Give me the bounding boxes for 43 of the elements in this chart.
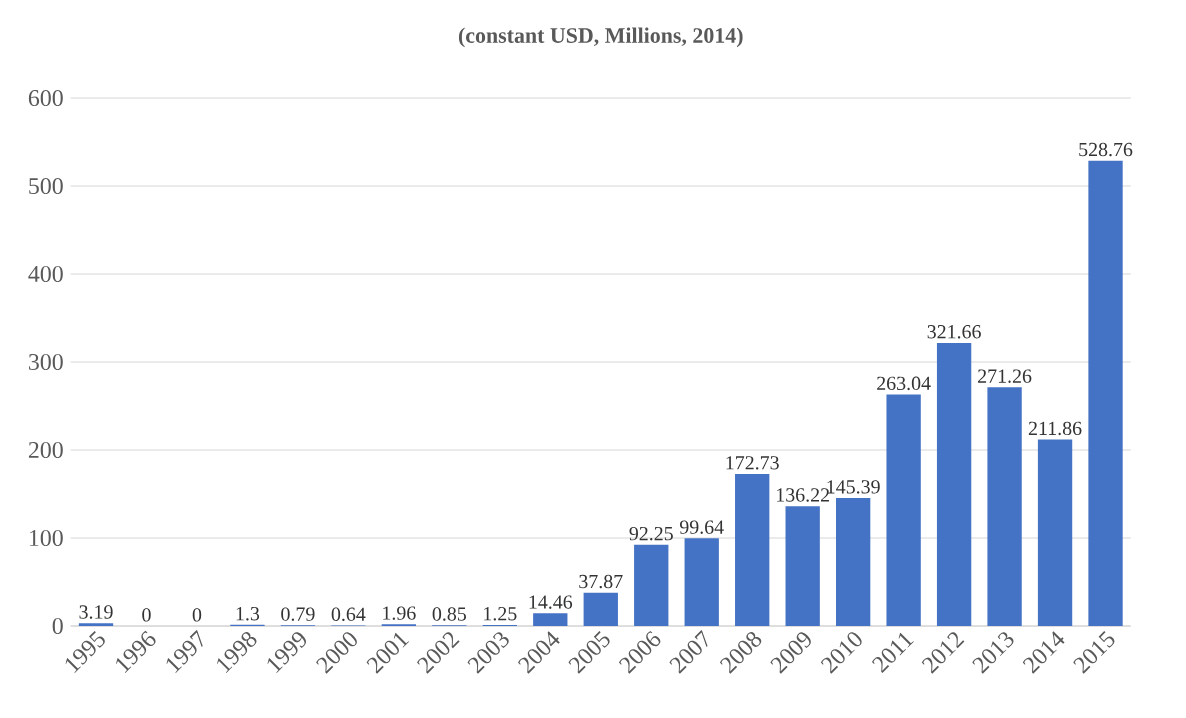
- bar: [583, 592, 618, 626]
- data-label: 0: [192, 608, 202, 622]
- y-tick-label: 600: [28, 89, 63, 107]
- data-label: 211.86: [1028, 421, 1082, 436]
- data-label: 263.04: [877, 376, 931, 391]
- data-label: 0.79: [281, 607, 315, 621]
- bar: [987, 387, 1022, 626]
- data-label: 528.76: [1079, 142, 1133, 157]
- y-tick-label: 0: [52, 617, 63, 635]
- bar: [1088, 160, 1123, 626]
- data-label: 0.85: [432, 607, 466, 621]
- x-tick-label: 2011: [871, 632, 914, 674]
- bar: [78, 623, 114, 626]
- data-label: 271.26: [978, 369, 1032, 383]
- data-label: 37.87: [579, 574, 623, 589]
- y-tick-label: 200: [28, 441, 63, 459]
- bar: [835, 498, 871, 626]
- data-label: 14.46: [529, 595, 573, 609]
- data-label: 99.64: [679, 520, 724, 534]
- y-tick-label: 400: [28, 265, 63, 283]
- bar: [735, 474, 770, 626]
- bar: [533, 613, 568, 626]
- bar: [886, 394, 921, 626]
- y-tick-label: 300: [29, 353, 63, 371]
- bar: [684, 538, 719, 626]
- data-label: 1.96: [383, 606, 416, 620]
- data-label: 3.19: [79, 605, 113, 619]
- data-label: 1.25: [484, 607, 517, 621]
- bar: [936, 342, 972, 626]
- bar: [785, 506, 820, 626]
- data-label: 0.64: [331, 607, 366, 622]
- data-label: 145.39: [827, 480, 880, 494]
- y-tick-label: 100: [29, 529, 63, 547]
- bar: [634, 544, 669, 626]
- data-label: 1.3: [236, 607, 260, 621]
- data-label: 321.66: [927, 325, 981, 339]
- bar: [1037, 439, 1073, 626]
- chart-title: (constant USD, Millions, 2014): [458, 27, 743, 48]
- data-label: 172.73: [726, 456, 779, 470]
- data-label: 0: [142, 608, 151, 622]
- data-label: 136.22: [777, 488, 829, 502]
- y-tick-label: 500: [29, 177, 63, 195]
- data-label: 92.25: [629, 526, 673, 541]
